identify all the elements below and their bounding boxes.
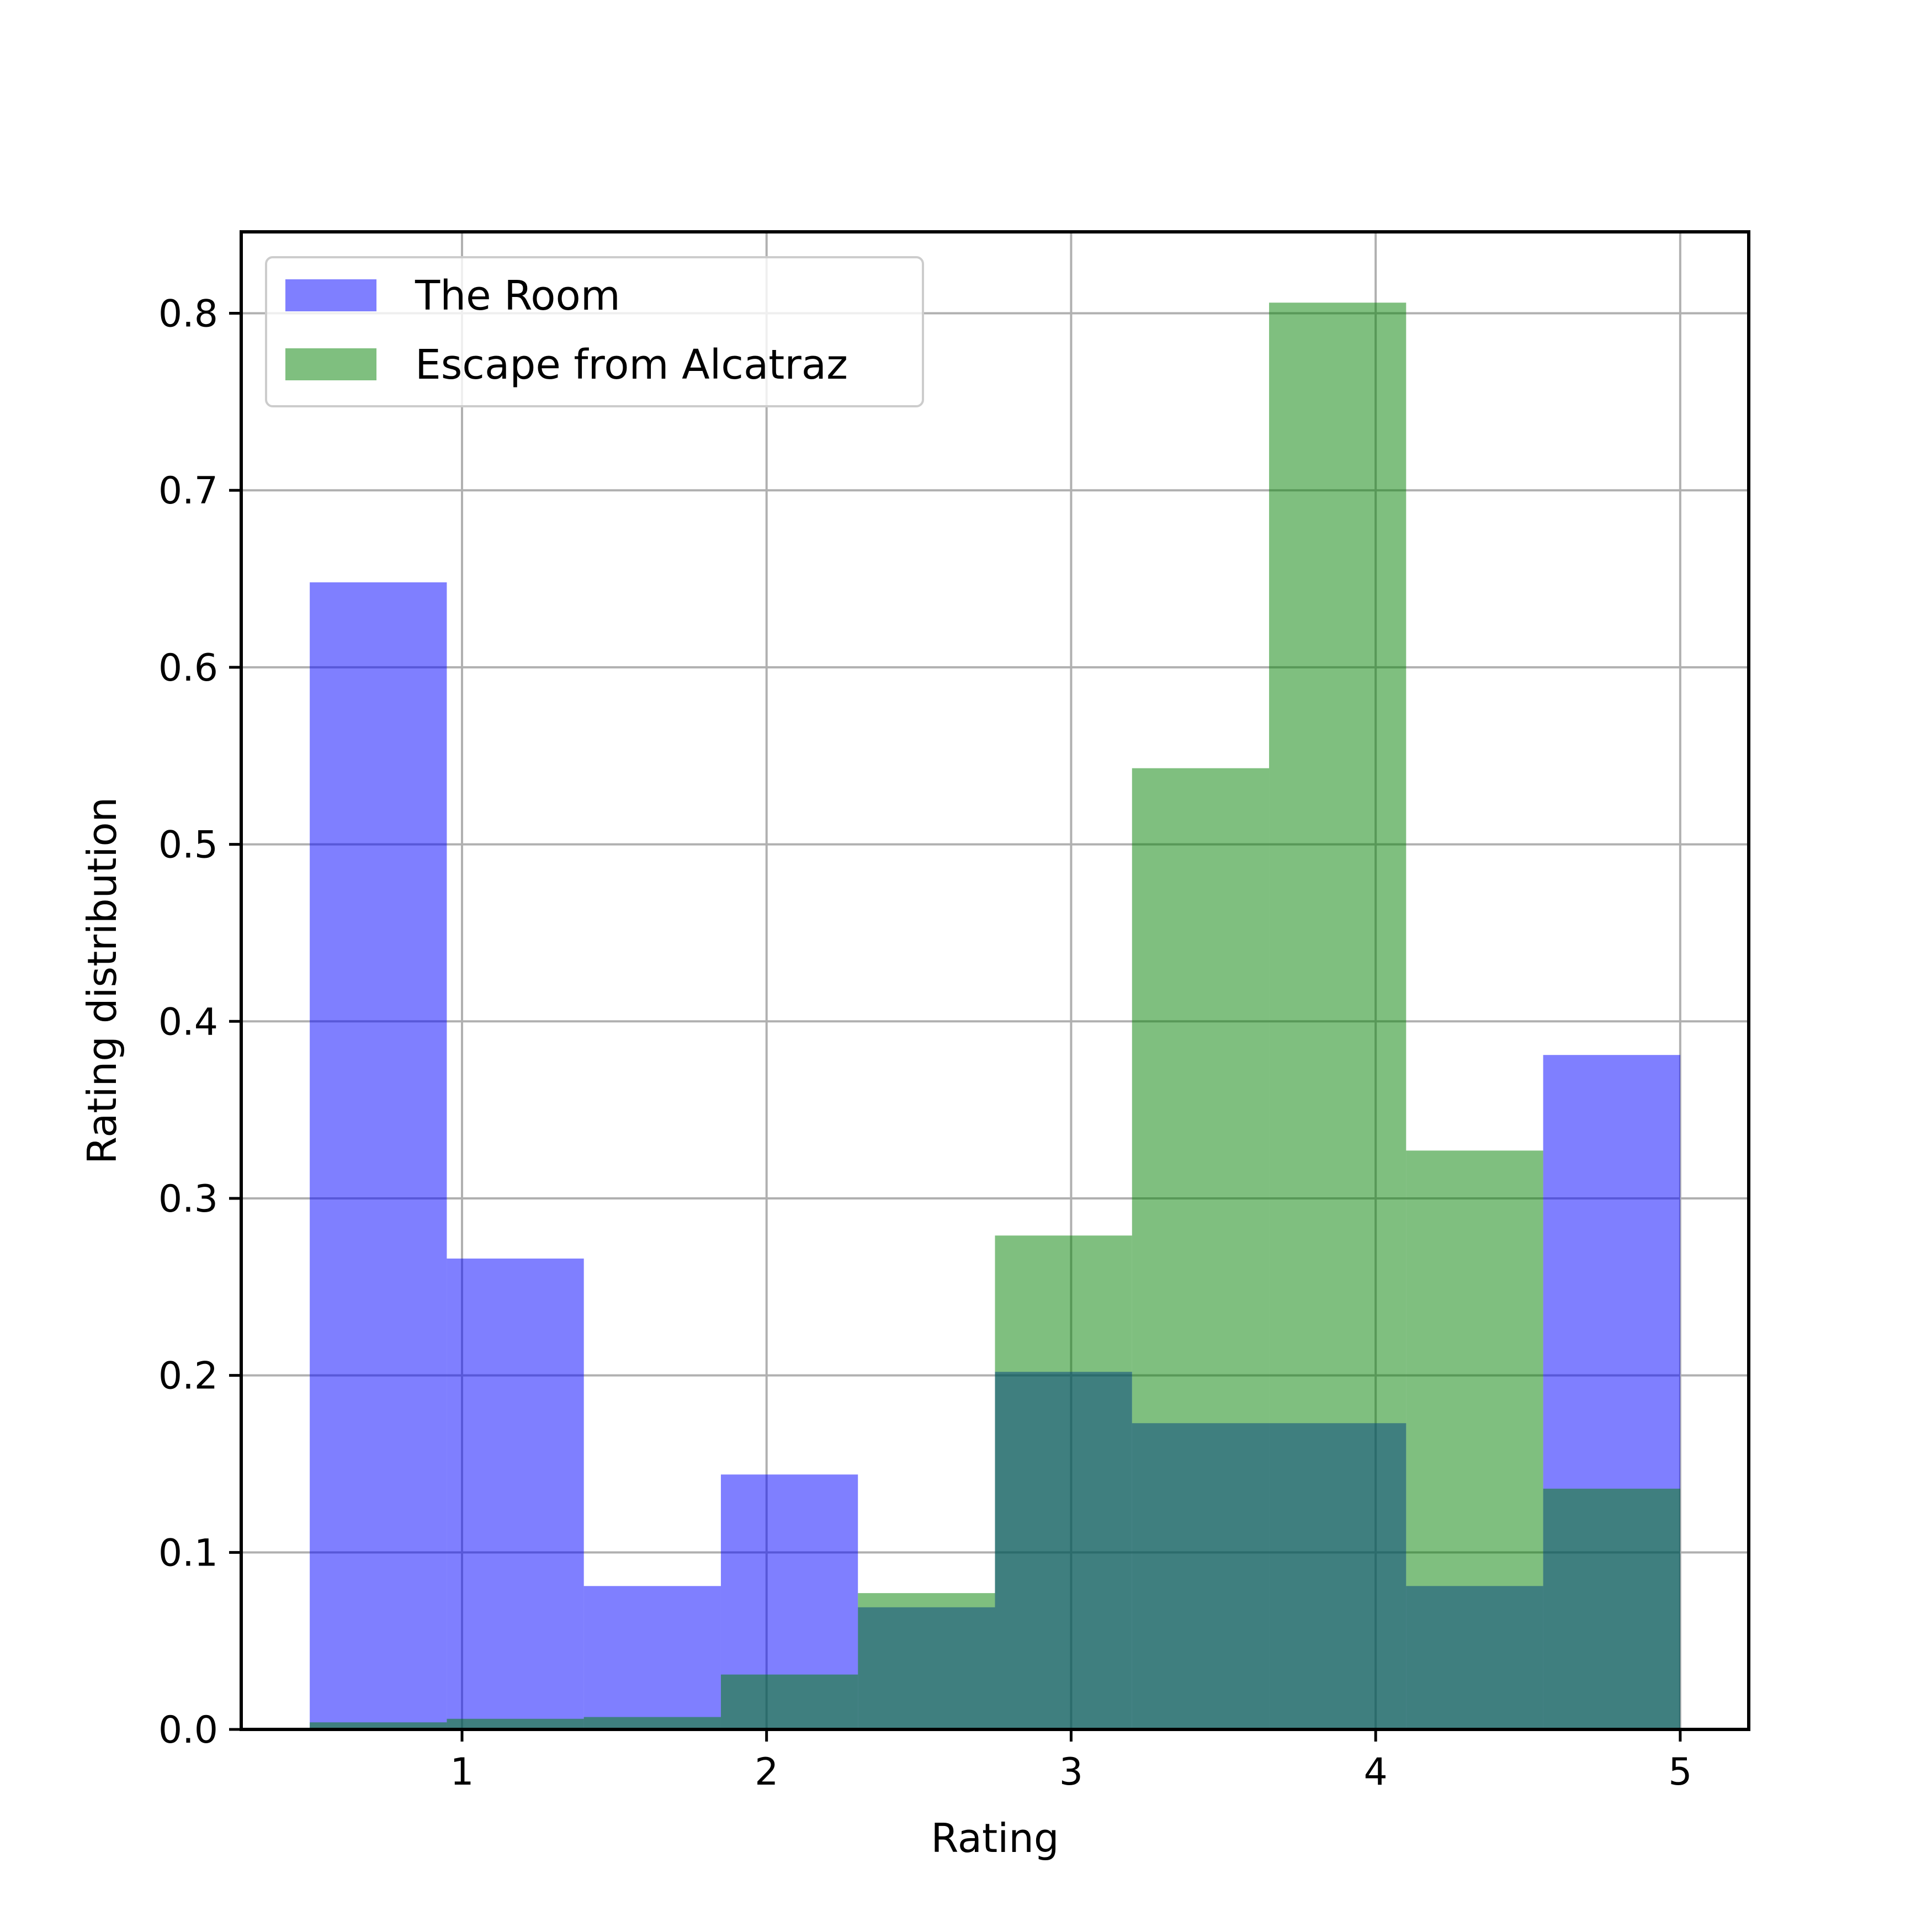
x-tick-label: 1 bbox=[450, 1750, 474, 1794]
bar-escape-from-alcatraz bbox=[447, 1718, 584, 1729]
y-tick-label: 0.1 bbox=[158, 1531, 218, 1575]
legend: The Room Escape from Alcatraz bbox=[265, 256, 924, 407]
y-tick-label: 0.4 bbox=[158, 1000, 218, 1044]
bar-escape-from-alcatraz bbox=[583, 1717, 721, 1729]
axis-ticks: 1 2 3 4 5 0.0 0.1 0.2 0.3 0.4 0.5 0.6 0.7 0.8 bbox=[158, 293, 1692, 1794]
bar-escape-from-alcatraz bbox=[858, 1593, 995, 1729]
bar-the-room bbox=[310, 582, 447, 1729]
bar-escape-from-alcatraz bbox=[310, 1722, 447, 1729]
legend-label: The Room bbox=[415, 272, 620, 320]
y-axis-label: Rating distribution bbox=[79, 797, 125, 1164]
bar-the-room bbox=[447, 1258, 584, 1729]
x-axis-label: Rating bbox=[931, 1815, 1059, 1861]
bar-escape-from-alcatraz bbox=[995, 1235, 1132, 1729]
y-tick-label: 0.7 bbox=[158, 469, 218, 513]
legend-box bbox=[265, 256, 924, 407]
bar-the-room bbox=[583, 1586, 721, 1729]
bar-escape-from-alcatraz bbox=[1269, 302, 1406, 1730]
y-tick-label: 0.2 bbox=[158, 1355, 218, 1398]
legend-label: Escape from Alcatraz bbox=[415, 341, 848, 389]
bar-escape-from-alcatraz bbox=[1543, 1488, 1680, 1729]
legend-swatch bbox=[285, 348, 376, 380]
y-tick-label: 0.5 bbox=[158, 824, 218, 867]
x-tick-label: 4 bbox=[1364, 1750, 1388, 1794]
x-tick-label: 2 bbox=[755, 1750, 778, 1794]
y-tick-label: 0.3 bbox=[158, 1177, 218, 1221]
x-tick-label: 5 bbox=[1668, 1750, 1692, 1794]
y-tick-label: 0.0 bbox=[158, 1708, 218, 1752]
x-tick-label: 3 bbox=[1059, 1750, 1083, 1794]
y-tick-label: 0.8 bbox=[158, 293, 218, 336]
bar-escape-from-alcatraz bbox=[1132, 768, 1270, 1729]
bar-escape-from-alcatraz bbox=[1406, 1150, 1543, 1729]
y-tick-label: 0.6 bbox=[158, 646, 218, 690]
bars bbox=[310, 302, 1680, 1730]
bar-escape-from-alcatraz bbox=[720, 1674, 858, 1729]
plot-frame bbox=[240, 230, 1750, 1731]
legend-swatch bbox=[285, 279, 376, 311]
